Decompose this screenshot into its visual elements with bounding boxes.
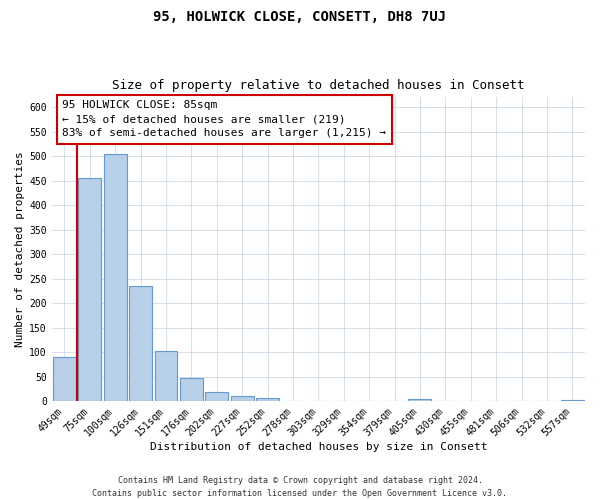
Text: 95 HOLWICK CLOSE: 85sqm
← 15% of detached houses are smaller (219)
83% of semi-d: 95 HOLWICK CLOSE: 85sqm ← 15% of detache… <box>62 100 386 138</box>
Bar <box>53 358 76 402</box>
Bar <box>256 398 279 402</box>
Bar <box>180 378 203 402</box>
Bar <box>205 392 228 402</box>
Bar <box>129 286 152 402</box>
Bar <box>231 396 254 402</box>
Text: Contains HM Land Registry data © Crown copyright and database right 2024.
Contai: Contains HM Land Registry data © Crown c… <box>92 476 508 498</box>
Bar <box>79 178 101 402</box>
Bar <box>561 400 584 402</box>
Bar <box>155 352 178 402</box>
X-axis label: Distribution of detached houses by size in Consett: Distribution of detached houses by size … <box>149 442 487 452</box>
Bar <box>104 154 127 402</box>
Title: Size of property relative to detached houses in Consett: Size of property relative to detached ho… <box>112 79 524 92</box>
Y-axis label: Number of detached properties: Number of detached properties <box>15 152 25 348</box>
Bar <box>409 399 431 402</box>
Text: 95, HOLWICK CLOSE, CONSETT, DH8 7UJ: 95, HOLWICK CLOSE, CONSETT, DH8 7UJ <box>154 10 446 24</box>
